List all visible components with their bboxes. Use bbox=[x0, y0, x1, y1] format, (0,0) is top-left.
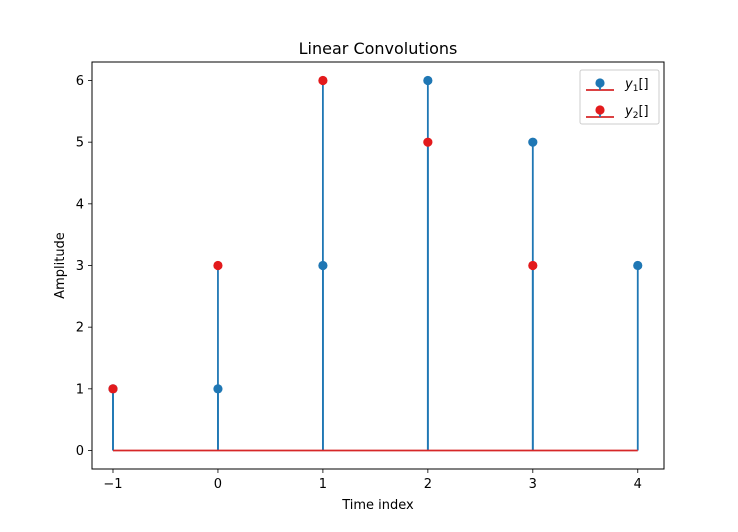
marker-s1-2 bbox=[318, 260, 328, 271]
y-tick-label: 4 bbox=[76, 197, 84, 212]
y-tick-label: 6 bbox=[76, 74, 84, 89]
y-tick-label: 5 bbox=[76, 136, 84, 151]
legend-marker-swatch-1 bbox=[595, 78, 605, 88]
legend-label-2: y2[] bbox=[624, 104, 649, 121]
y-tick-label: 3 bbox=[76, 259, 84, 274]
x-tick-label: 2 bbox=[424, 477, 432, 492]
y-tick-label: 0 bbox=[76, 444, 84, 459]
legend: y1[] y2[] bbox=[579, 69, 660, 125]
x-tick-label: 1 bbox=[319, 477, 327, 492]
marker-s2-4 bbox=[528, 260, 538, 271]
marker-s1-1 bbox=[213, 384, 223, 394]
chart-title: Linear Convolutions bbox=[299, 39, 458, 58]
x-axis-label: Time index bbox=[341, 498, 414, 513]
legend-marker-swatch-2 bbox=[595, 105, 605, 115]
marker-s1-4 bbox=[528, 137, 538, 147]
stems-layer bbox=[112, 80, 639, 451]
x-tick-label: 0 bbox=[214, 477, 222, 492]
x-tick-label: 3 bbox=[529, 477, 537, 492]
x-tick-label: 4 bbox=[634, 477, 642, 492]
marker-s1-3 bbox=[423, 75, 433, 86]
marker-s1-5 bbox=[633, 260, 643, 271]
axis-ticks: −1 0 1 2 3 4 0 1 2 3 4 5 6 bbox=[76, 74, 642, 492]
marker-s2-1 bbox=[213, 260, 223, 271]
x-tick-label: −1 bbox=[103, 477, 122, 492]
y-axis-label: Amplitude bbox=[53, 232, 68, 299]
marker-s2-3 bbox=[423, 137, 433, 147]
marker-s2-2 bbox=[318, 75, 328, 86]
y-tick-label: 1 bbox=[76, 382, 84, 397]
markers-layer bbox=[108, 75, 643, 394]
plot-frame bbox=[91, 61, 665, 470]
axes-frame bbox=[91, 61, 665, 470]
marker-s2-0 bbox=[108, 384, 118, 394]
legend-label-1: y1[] bbox=[624, 77, 649, 94]
y-tick-label: 2 bbox=[76, 321, 84, 336]
